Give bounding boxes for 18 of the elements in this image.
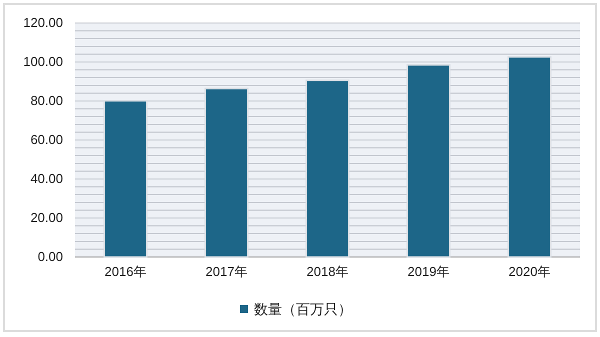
bar [508, 56, 552, 258]
x-tick-label: 2019年 [408, 264, 450, 280]
y-tick-label: 120.00 [23, 15, 63, 30]
x-tick-label: 2017年 [206, 264, 248, 280]
y-tick-label: 80.00 [30, 93, 63, 108]
x-tick-label: 2018年 [306, 264, 348, 280]
y-tick-label: 60.00 [30, 132, 63, 148]
x-tick-label: 2016年 [104, 264, 146, 280]
y-tick-label: 40.00 [30, 171, 63, 186]
bar [306, 80, 350, 258]
bar [204, 88, 248, 258]
y-tick-label: 20.00 [30, 210, 63, 226]
x-tick-label: 2020年 [508, 264, 550, 280]
y-tick-label: 0.00 [38, 249, 63, 264]
legend-label: 数量（百万只） [254, 302, 352, 318]
bar [406, 64, 450, 258]
y-tick-label: 100.00 [23, 54, 63, 70]
bar [104, 100, 148, 258]
